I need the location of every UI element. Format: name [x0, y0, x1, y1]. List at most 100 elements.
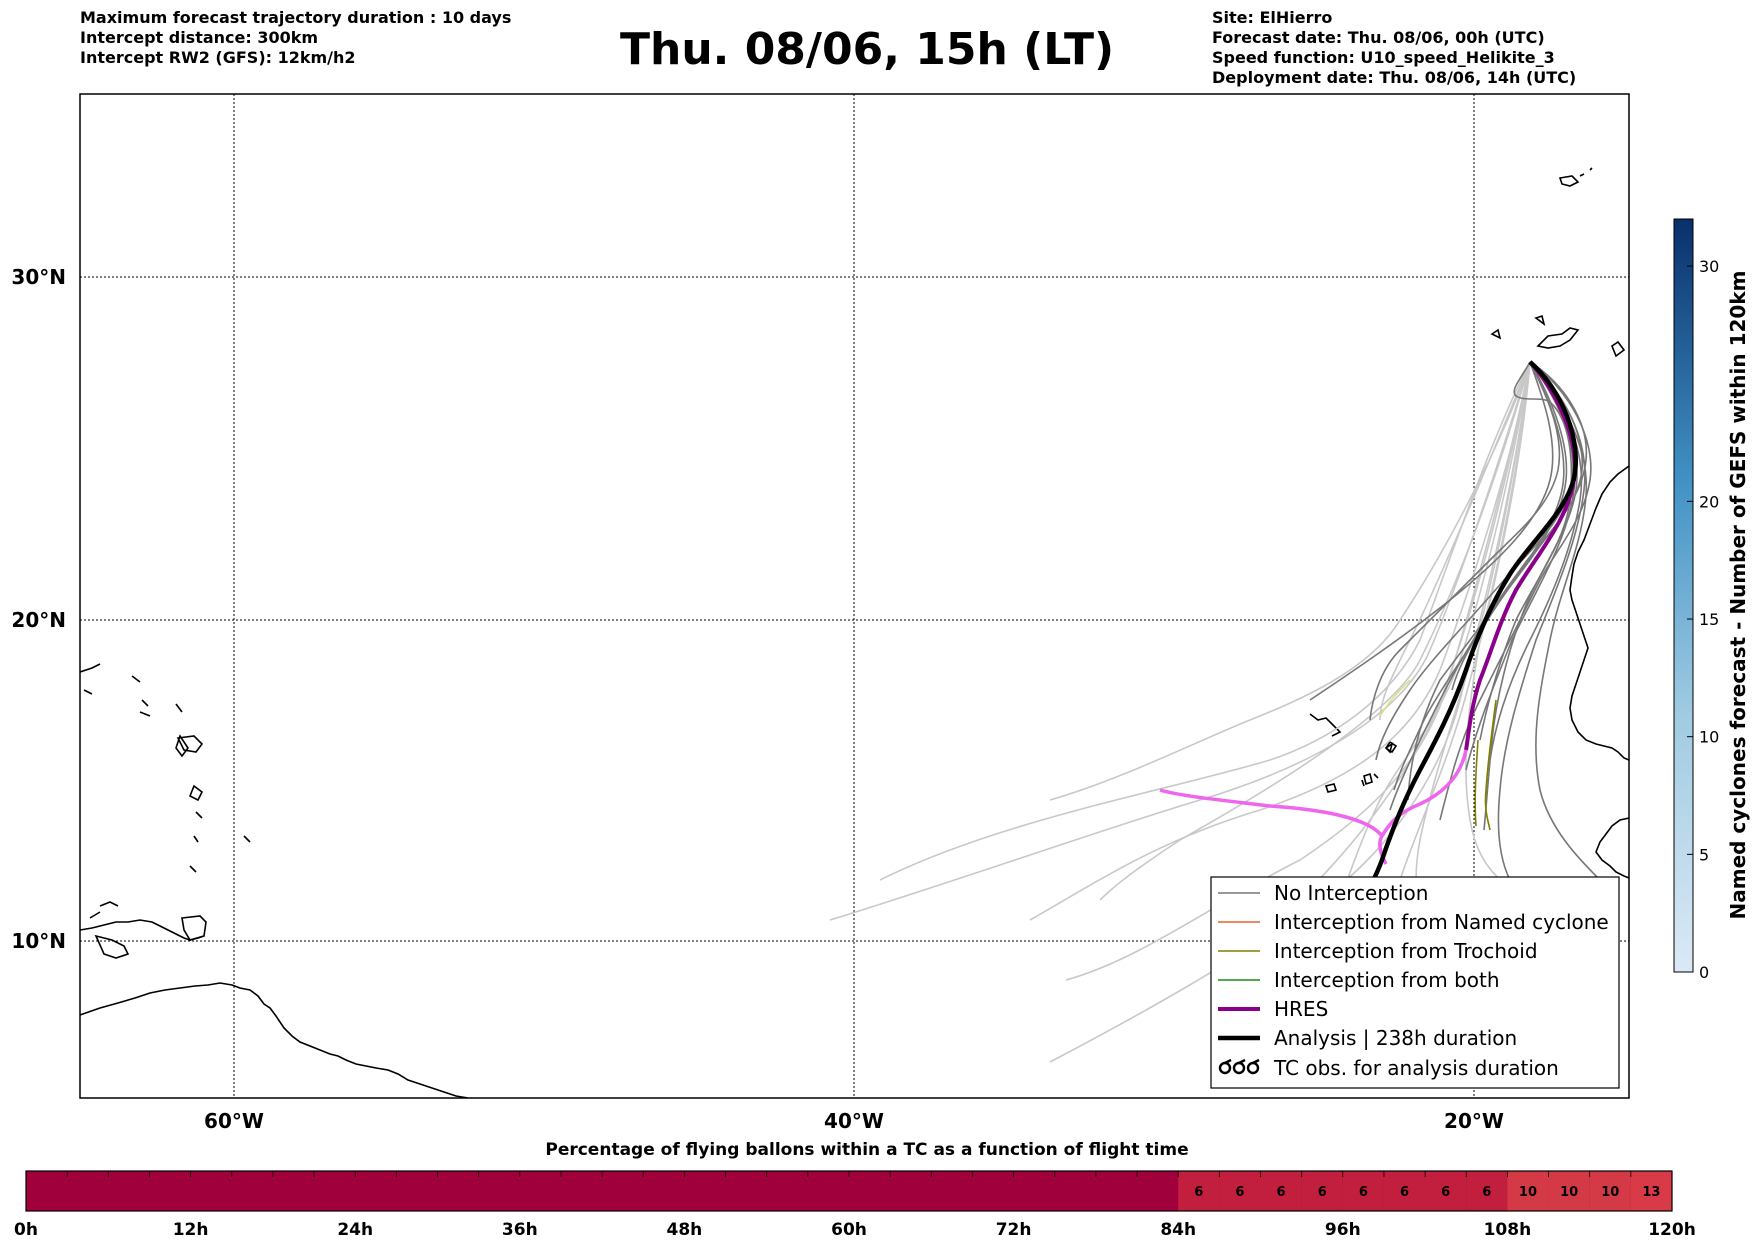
- colorbar-tick-label: 10: [1699, 728, 1719, 747]
- colorbar-tick-label: 20: [1699, 492, 1719, 511]
- deployment-date-text: Deployment date: Thu. 08/06, 14h (UTC): [1212, 68, 1577, 87]
- timebar-cell: [1383, 1171, 1426, 1211]
- speed-function-text: Speed function: U10_speed_Helikite_3: [1212, 48, 1555, 67]
- trajectory-dark: [1439, 361, 1592, 821]
- trochoid-interceptions: [1379, 679, 1497, 831]
- analysis-trajectory: [1367, 360, 1578, 889]
- africa-coast-south: [1595, 817, 1629, 879]
- lat-label-10: 10°N: [11, 929, 66, 953]
- colorbar: 0 5 10 15 20 30 Named cyclones forecast - Num…: [1673, 218, 1750, 982]
- legend-box: [1210, 876, 1620, 1089]
- legend-label-tc-obs: TC obs. for analysis duration: [1273, 1056, 1559, 1080]
- timebar-percentage: 13: [1642, 1185, 1660, 1200]
- trajectory-trochoid-light: [1379, 679, 1411, 717]
- timebar-cell: [1507, 1171, 1549, 1211]
- colorbar-tick-label: 0: [1699, 963, 1709, 982]
- timebar-label: 12h: [173, 1220, 209, 1240]
- timebar-percentage: 10: [1601, 1185, 1619, 1200]
- canary-islands: [1490, 314, 1626, 358]
- trinidad-island: [181, 915, 207, 941]
- hres-trajectory: [1464, 360, 1577, 751]
- trajectory-trochoid: [1474, 739, 1479, 827]
- timebar-cell: [1466, 1171, 1508, 1211]
- timebar-percentage: 6: [1235, 1185, 1244, 1200]
- legend: No Interception Interception from Named …: [1210, 876, 1620, 1089]
- timebar-percentage: 6: [1441, 1185, 1450, 1200]
- timebar-border: [25, 1170, 1673, 1212]
- timebar-cell: [1219, 1171, 1261, 1211]
- trajectory-dark: [1309, 361, 1554, 701]
- tc-symbol-icon: [1218, 1058, 1260, 1075]
- timebar-cell: [1342, 1171, 1384, 1211]
- lat-label-20: 20°N: [11, 608, 66, 632]
- timebar-cell: [1548, 1171, 1590, 1211]
- page-title: Thu. 08/06, 15h (LT): [620, 24, 1115, 75]
- legend-label-trochoid: Interception from Trochoid: [1274, 939, 1538, 963]
- forecast-date-text: Forecast date: Thu. 08/06, 00h (UTC): [1212, 28, 1545, 47]
- timebar-cell: [1630, 1171, 1672, 1211]
- colorbar-tick-label: 15: [1699, 610, 1719, 629]
- timebar: 6 6 6 6 6 6 6 6 10 10 10 13 0h 12h 24h 36h 48h 60h 72h 84h…: [14, 1170, 1696, 1240]
- timebar-label: 24h: [337, 1220, 373, 1240]
- header-right: Site: ElHierro Forecast date: Thu. 08/06…: [1212, 8, 1576, 88]
- timebar-label: 96h: [1325, 1220, 1361, 1240]
- timebar-percentage: 10: [1519, 1185, 1537, 1200]
- colorbar-tick-label: 30: [1699, 257, 1719, 276]
- south-america-coast: [80, 982, 469, 1098]
- trajectory-light: [1049, 361, 1531, 801]
- trajectory-trochoid: [1484, 699, 1497, 831]
- timebar-cell: [1589, 1171, 1631, 1211]
- legend-label-analysis: Analysis | 238h duration: [1274, 1026, 1517, 1050]
- trajectory-light: [879, 361, 1531, 881]
- timebar-percentage: 10: [1560, 1185, 1578, 1200]
- africa-coast: [1569, 465, 1629, 761]
- timebar-label: 36h: [502, 1220, 538, 1240]
- cape-verde-islands: [1309, 713, 1398, 793]
- timebar-labels: 0h 12h 24h 36h 48h 60h 72h 84h 96h 108h 120h: [14, 1220, 1696, 1240]
- timebar-label: 84h: [1160, 1220, 1196, 1240]
- timebar-cells: 6 6 6 6 6 6 6 6 10 10 10 13: [1178, 1171, 1672, 1211]
- timebar-percentage: 6: [1400, 1185, 1409, 1200]
- timebar-cell: [1178, 1171, 1220, 1211]
- lon-label-40: 40°W: [824, 1109, 884, 1133]
- timebar-percentage: 6: [1277, 1185, 1286, 1200]
- legend-label-both: Interception from both: [1274, 968, 1500, 992]
- lake-coast: [94, 934, 130, 959]
- legend-label-no-interception: No Interception: [1274, 881, 1428, 905]
- colorbar-ticks: 0 5 10 15 20 30: [1687, 257, 1719, 982]
- trajectory-light: [1259, 361, 1531, 941]
- timebar-cell: [1301, 1171, 1343, 1211]
- timebar-cell: [1425, 1171, 1467, 1211]
- timebar-minor-ticks: [66, 1171, 1632, 1177]
- timebar-label: 108h: [1484, 1220, 1532, 1240]
- lon-label-60: 60°W: [204, 1109, 264, 1133]
- colorbar-gradient: [1673, 218, 1694, 973]
- trajectory-dark: [1369, 361, 1561, 721]
- timebar-cell: [1260, 1171, 1302, 1211]
- timebar-label: 60h: [831, 1220, 867, 1240]
- colorbar-tick-label: 5: [1699, 845, 1709, 864]
- colorbar-label: Named cyclones forecast - Number of GEFS…: [1726, 271, 1750, 920]
- site-text: Site: ElHierro: [1212, 8, 1333, 27]
- madeira-islands: [1558, 167, 1593, 187]
- trajectory-light: [1099, 361, 1531, 901]
- legend-label-named-cyclone: Interception from Named cyclone: [1274, 910, 1609, 934]
- map-border: [79, 93, 1630, 1099]
- timebar-label: 0h: [14, 1220, 38, 1240]
- trajectory-dark: [1529, 361, 1601, 881]
- timebar-title: Percentage of flying ballons within a TC…: [545, 1140, 1188, 1160]
- timebar-percentage: 6: [1194, 1185, 1203, 1200]
- lon-label-20: 20°W: [1444, 1109, 1504, 1133]
- header-left: Maximum forecast trajectory duration : 1…: [80, 8, 511, 68]
- intercept-distance-text: Intercept distance: 300km: [80, 28, 319, 47]
- timebar-label: 48h: [667, 1220, 703, 1240]
- lat-label-30: 30°N: [11, 265, 66, 289]
- timebar-label: 72h: [996, 1220, 1032, 1240]
- trajectory-dark: [1497, 361, 1586, 881]
- coastlines: [80, 167, 1629, 1098]
- timebar-percentage: 6: [1359, 1185, 1368, 1200]
- timebar-label: 120h: [1648, 1220, 1696, 1240]
- legend-label-hres: HRES: [1274, 997, 1328, 1021]
- trajectory-light: [1065, 361, 1531, 981]
- guadeloupe-island: [176, 735, 204, 753]
